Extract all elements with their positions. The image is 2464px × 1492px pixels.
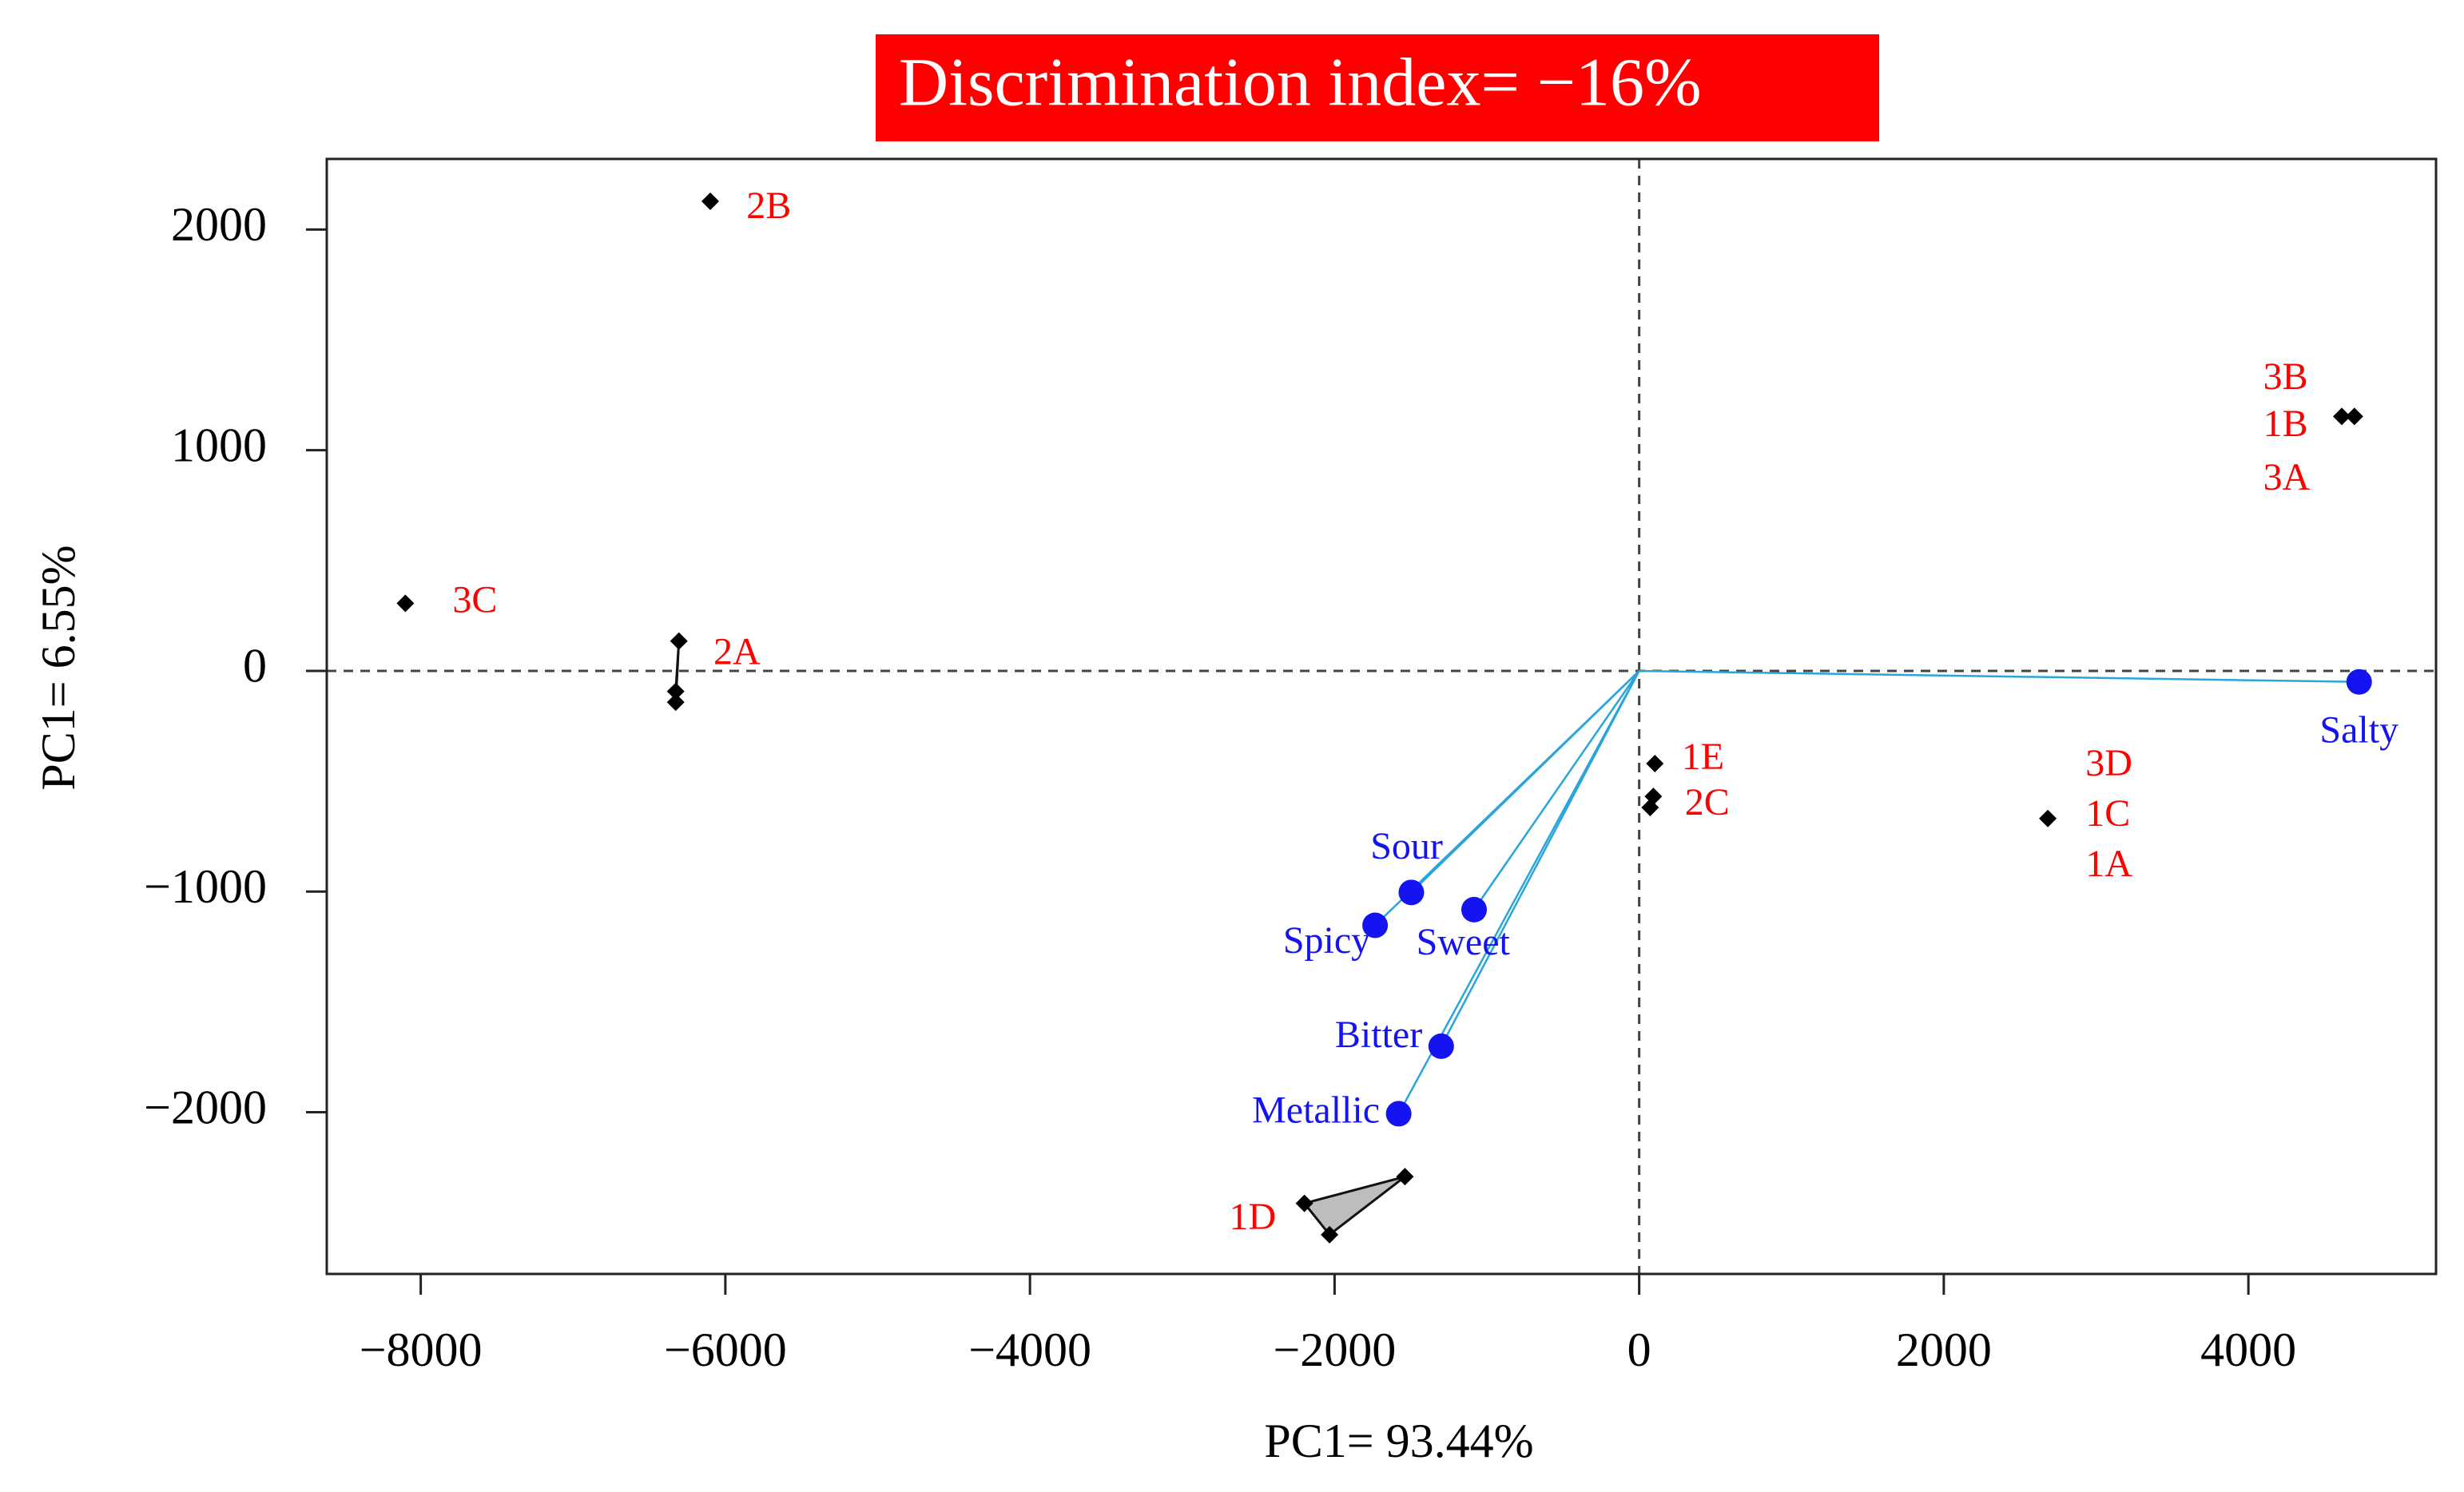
sample-label: 1E	[1682, 736, 1724, 778]
sample-label: 3A	[2263, 456, 2311, 498]
x-tick-label: 4000	[2200, 1323, 2296, 1376]
x-tick-label: −4000	[968, 1323, 1091, 1376]
sample-point	[670, 632, 688, 650]
loading-line	[1639, 669, 2359, 684]
sample-point	[666, 682, 685, 700]
chart-title: Discrimination index= −16%	[899, 44, 1702, 121]
loading-point	[1398, 879, 1425, 906]
x-tick-label: 0	[1627, 1323, 1651, 1376]
x-tick-label: 2000	[1896, 1323, 1992, 1376]
y-tick-label: 1000	[171, 419, 267, 471]
sample-point	[1295, 1194, 1313, 1212]
y-axis-label: PC1= 6.55%	[32, 545, 85, 790]
title-background	[876, 34, 1879, 141]
sample-label: 2C	[1685, 781, 1730, 823]
x-tick-label: −2000	[1273, 1323, 1396, 1376]
loading-label: Sour	[1370, 825, 1443, 867]
x-tick-label: −6000	[664, 1323, 787, 1376]
group-hull	[1302, 1175, 1406, 1236]
loading-line	[1472, 670, 1640, 911]
x-tick-label: −8000	[360, 1323, 483, 1376]
sample-point	[701, 192, 719, 211]
loading-label: Bitter	[1335, 1014, 1422, 1056]
loading-label: Sweet	[1417, 921, 1511, 963]
sample-point	[1396, 1168, 1414, 1186]
sample-label: 3D	[2085, 742, 2132, 784]
sample-label: 2A	[713, 630, 761, 673]
sample-point	[1321, 1225, 1339, 1244]
sample-point	[666, 693, 685, 712]
loading-label: Salty	[2319, 709, 2398, 752]
sample-label: 3C	[452, 578, 497, 621]
y-tick-label: −2000	[144, 1081, 267, 1133]
loading-point	[2346, 669, 2372, 695]
plot-frame	[325, 157, 2438, 1276]
sample-point	[2345, 407, 2363, 426]
sample-label: 3B	[2263, 355, 2308, 398]
loading-point	[1362, 912, 1389, 938]
loading-label: Metallic	[1252, 1089, 1380, 1131]
sample-label: 1A	[2085, 843, 2132, 885]
y-tick-label: 0	[243, 640, 267, 692]
sample-label: 2B	[746, 185, 791, 227]
x-axis-label: PC1= 93.44%	[1264, 1415, 1533, 1467]
loading-point	[1385, 1101, 1412, 1127]
sample-point	[1646, 754, 1664, 772]
sample-point	[2333, 407, 2351, 426]
sample-point	[396, 594, 415, 613]
sample-point	[2039, 809, 2057, 827]
sample-label: 1B	[2263, 403, 2308, 445]
y-tick-label: −1000	[144, 860, 267, 913]
loading-point	[1461, 896, 1487, 923]
loading-label: Spicy	[1283, 919, 1370, 962]
loading-point	[1428, 1033, 1454, 1059]
sample-label: 1C	[2085, 792, 2130, 835]
sample-point	[1641, 798, 1659, 816]
y-tick-label: 2000	[171, 198, 267, 251]
sample-label: 1D	[1230, 1196, 1277, 1238]
